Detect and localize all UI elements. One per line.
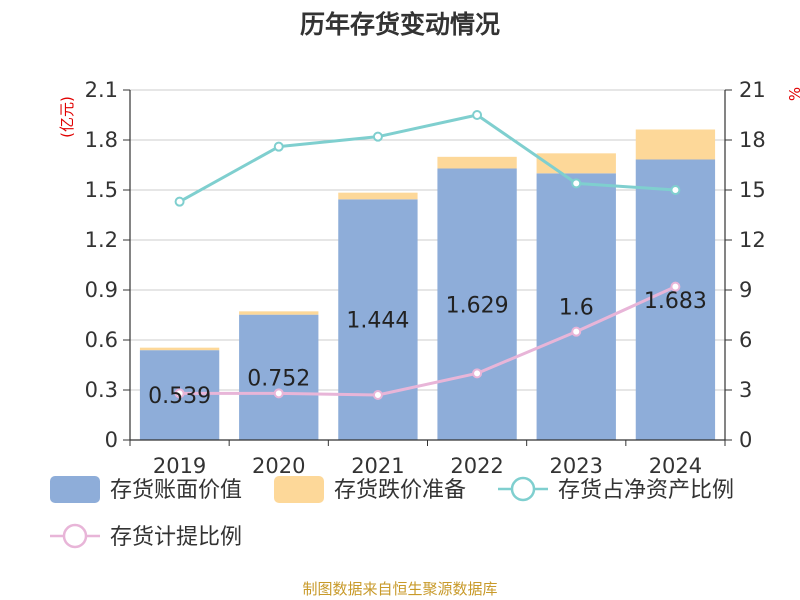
legend-marker xyxy=(510,476,536,502)
x-tick-label: 2024 xyxy=(649,454,702,478)
right-tick-label: 12 xyxy=(739,228,766,252)
line-point xyxy=(174,196,185,207)
legend-label: 存货账面价值 xyxy=(110,478,242,503)
x-tick-label: 2022 xyxy=(450,454,503,478)
left-tick-label: 1.5 xyxy=(85,178,118,202)
data-labels: 0.539 0.752 1.444 1.629 1.6 1.683 xyxy=(148,289,707,409)
line-point xyxy=(472,368,483,379)
line-series xyxy=(174,110,681,400)
bar-data-label: 1.629 xyxy=(446,293,509,318)
bar xyxy=(139,347,220,351)
bar xyxy=(437,168,517,440)
legend-swatch xyxy=(274,476,324,503)
legend-label: 存货计提比例 xyxy=(110,525,242,550)
bar-data-label: 0.539 xyxy=(148,384,211,409)
bar-series xyxy=(139,129,716,441)
line-point xyxy=(273,388,284,399)
left-tick-label: 2.1 xyxy=(85,78,118,102)
bar xyxy=(635,129,716,160)
left-axis-unit: (亿元) xyxy=(58,96,76,138)
right-tick-label: 3 xyxy=(739,378,752,402)
right-tick-label: 0 xyxy=(739,428,752,452)
right-tick-label: 6 xyxy=(739,328,752,352)
legend-label: 存货跌价准备 xyxy=(334,478,466,503)
line-point xyxy=(571,178,582,189)
right-axis-unit: % xyxy=(786,87,800,101)
x-axis-ticks: 2019 2020 2021 2022 2023 2024 xyxy=(153,454,702,478)
bar xyxy=(239,311,319,315)
left-tick-label: 1.8 xyxy=(85,128,118,152)
line-path xyxy=(179,285,677,397)
bar-data-label: 1.6 xyxy=(559,296,594,321)
line-point xyxy=(472,110,483,120)
line-point xyxy=(372,131,383,142)
axes xyxy=(129,90,726,446)
right-tick-label: 21 xyxy=(739,78,766,102)
legend-marker xyxy=(62,523,88,549)
bar-data-label: 1.683 xyxy=(644,289,707,314)
left-tick-label: 0 xyxy=(105,428,118,452)
left-tick-label: 1.2 xyxy=(85,228,118,252)
right-tick-label: 15 xyxy=(739,178,766,202)
line-point xyxy=(670,281,681,292)
x-tick-label: 2023 xyxy=(550,454,603,478)
x-tick-label: 2019 xyxy=(153,454,206,478)
line-point xyxy=(372,390,383,400)
line-path xyxy=(178,113,676,203)
right-axis-ticks: 0 3 6 9 12 15 18 21 xyxy=(725,78,766,452)
right-tick-label: 9 xyxy=(739,278,752,302)
bar xyxy=(239,314,319,440)
left-axis-ticks: 0 0.3 0.6 0.9 1.2 1.5 1.8 2.1 xyxy=(85,78,130,452)
legend-label: 存货占净资产比例 xyxy=(558,478,734,503)
line-point xyxy=(571,326,582,337)
left-tick-label: 0.3 xyxy=(85,378,118,402)
bar xyxy=(437,156,517,169)
bar-data-label: 0.752 xyxy=(247,366,310,391)
line-point xyxy=(670,185,681,195)
right-tick-label: 18 xyxy=(739,128,766,152)
source-note: 制图数据来自恒生聚源数据库 xyxy=(302,580,497,598)
line-point xyxy=(273,141,284,152)
bar xyxy=(536,173,616,441)
left-tick-label: 0.9 xyxy=(85,278,118,302)
bar xyxy=(338,192,418,200)
gridlines xyxy=(130,89,725,391)
left-tick-label: 0.6 xyxy=(85,328,118,352)
x-tick-label: 2020 xyxy=(252,454,305,478)
legend-swatch xyxy=(50,476,100,503)
bar-data-label: 1.444 xyxy=(346,309,409,334)
chart-title: 历年存货变动情况 xyxy=(300,10,500,39)
x-tick-label: 2021 xyxy=(351,454,404,478)
line-point xyxy=(174,388,185,399)
